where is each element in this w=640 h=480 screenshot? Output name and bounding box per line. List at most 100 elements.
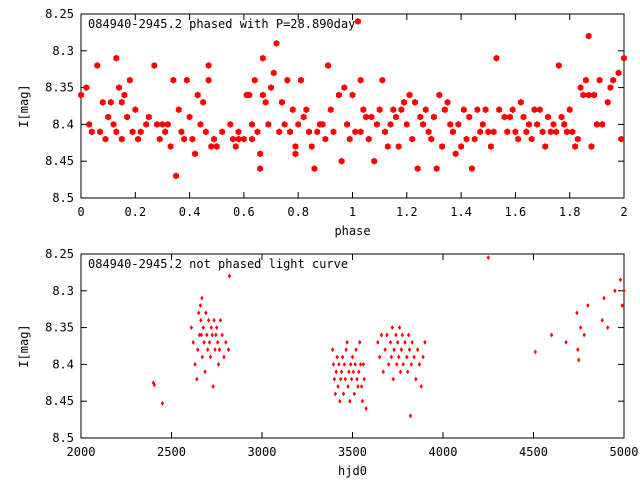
phased-data-point xyxy=(439,143,445,150)
phased-data-point xyxy=(235,135,242,143)
phased-data-point xyxy=(327,106,334,114)
unphased-data-point xyxy=(388,339,393,345)
phased-data-point xyxy=(515,135,522,143)
unphased-data-point xyxy=(405,354,409,360)
phased-data-point xyxy=(425,128,432,136)
phased-y-tick-label: 8.5 xyxy=(52,191,74,205)
phased-data-point xyxy=(588,143,595,150)
phased-data-point xyxy=(593,121,600,128)
phased-data-point xyxy=(213,143,220,150)
phased-x-tick-label: 0.4 xyxy=(179,205,201,219)
unphased-data-point xyxy=(606,325,610,330)
phased-x-tick-label: 0.6 xyxy=(233,205,255,219)
phased-data-point xyxy=(534,121,541,128)
unphased-data-point xyxy=(354,347,358,353)
phased-data-point xyxy=(585,32,592,40)
unphased-data-point xyxy=(486,255,490,261)
unphased-data-point xyxy=(362,376,366,382)
unphased-data-point xyxy=(575,310,579,316)
phased-x-tick-label: 0.8 xyxy=(287,205,309,219)
unphased-data-point xyxy=(358,339,362,345)
phased-data-point xyxy=(553,128,560,136)
phased-data-point xyxy=(368,113,375,121)
phased-data-point xyxy=(374,121,380,128)
unphased-data-point xyxy=(224,339,228,345)
phased-data-point xyxy=(531,106,538,114)
phased-data-point xyxy=(289,106,296,114)
phased-data-point xyxy=(173,172,179,180)
unphased-x-tick-label: 3500 xyxy=(338,445,367,459)
phased-data-point xyxy=(205,62,212,69)
phased-data-point xyxy=(360,106,367,114)
unphased-data-point xyxy=(618,277,623,283)
phased-data-point xyxy=(118,135,125,143)
unphased-x-tick-label: 3000 xyxy=(248,445,277,459)
phased-data-point xyxy=(145,113,152,121)
unphased-data-point xyxy=(415,347,420,353)
phased-data-point xyxy=(341,84,348,91)
phased-data-point xyxy=(501,113,508,121)
unphased-data-point xyxy=(392,347,396,353)
phased-data-point xyxy=(311,165,318,172)
phased-data-point xyxy=(474,106,481,114)
phased-data-point xyxy=(99,98,106,106)
unphased-data-point xyxy=(376,339,380,345)
unphased-data-point xyxy=(200,354,204,360)
phased-data-point xyxy=(387,121,394,128)
unphased-data-point xyxy=(208,354,213,360)
phased-data-point xyxy=(406,91,413,99)
phased-data-point xyxy=(124,113,131,121)
phased-data-point xyxy=(281,121,288,128)
phased-data-point xyxy=(260,54,266,62)
phased-data-point xyxy=(162,128,169,136)
phased-data-point xyxy=(550,121,557,128)
phased-data-point xyxy=(249,135,255,143)
phased-data-point xyxy=(523,128,530,136)
unphased-data-point xyxy=(340,354,345,360)
phased-y-tick-label: 8.45 xyxy=(45,154,74,168)
phased-data-point xyxy=(189,135,196,143)
phased-data-point xyxy=(528,135,535,143)
unphased-y-tick-label: 8.45 xyxy=(45,394,74,408)
phased-x-tick-label: 2 xyxy=(620,205,627,219)
unphased-data-point xyxy=(209,325,213,330)
unphased-data-point xyxy=(578,325,583,330)
unphased-data-point xyxy=(196,347,200,353)
unphased-data-point xyxy=(195,376,199,382)
phased-data-point xyxy=(322,135,329,143)
phased-data-point xyxy=(463,135,470,143)
phased-data-point xyxy=(596,76,603,84)
phased-data-point xyxy=(471,135,478,143)
phased-data-point xyxy=(143,121,150,128)
unphased-data-point xyxy=(214,332,218,338)
unphased-data-point xyxy=(397,325,402,330)
unphased-data-point xyxy=(549,332,554,338)
phased-data-point xyxy=(572,143,579,150)
unphased-data-point xyxy=(423,339,427,345)
phased-data-point xyxy=(357,128,364,136)
phased-data-point xyxy=(466,113,473,121)
phased-data-point xyxy=(536,106,543,114)
unphased-data-point xyxy=(210,332,214,338)
phased-x-tick-label: 0 xyxy=(77,205,84,219)
phased-y-tick-label: 8.3 xyxy=(52,44,74,58)
phased-data-point xyxy=(490,128,497,136)
unphased-x-tick-label: 4000 xyxy=(429,445,458,459)
phased-data-point xyxy=(78,91,84,99)
phased-data-point xyxy=(336,91,342,99)
unphased-data-point xyxy=(620,303,624,308)
phased-y-tick-label: 8.35 xyxy=(45,81,74,95)
phased-data-point xyxy=(504,128,511,136)
unphased-data-point xyxy=(381,369,385,375)
phased-data-point xyxy=(262,98,269,106)
phased-y-tick-label: 8.4 xyxy=(52,117,74,131)
phased-data-point xyxy=(292,150,299,158)
phased-data-point xyxy=(235,128,242,136)
unphased-data-point xyxy=(396,354,401,360)
phased-data-point xyxy=(417,113,424,121)
phased-data-point xyxy=(186,113,193,121)
phased-data-point xyxy=(129,128,136,136)
unphased-y-tick-label: 8.3 xyxy=(52,284,74,298)
phased-data-point xyxy=(260,91,266,99)
unphased-data-point xyxy=(383,347,387,353)
